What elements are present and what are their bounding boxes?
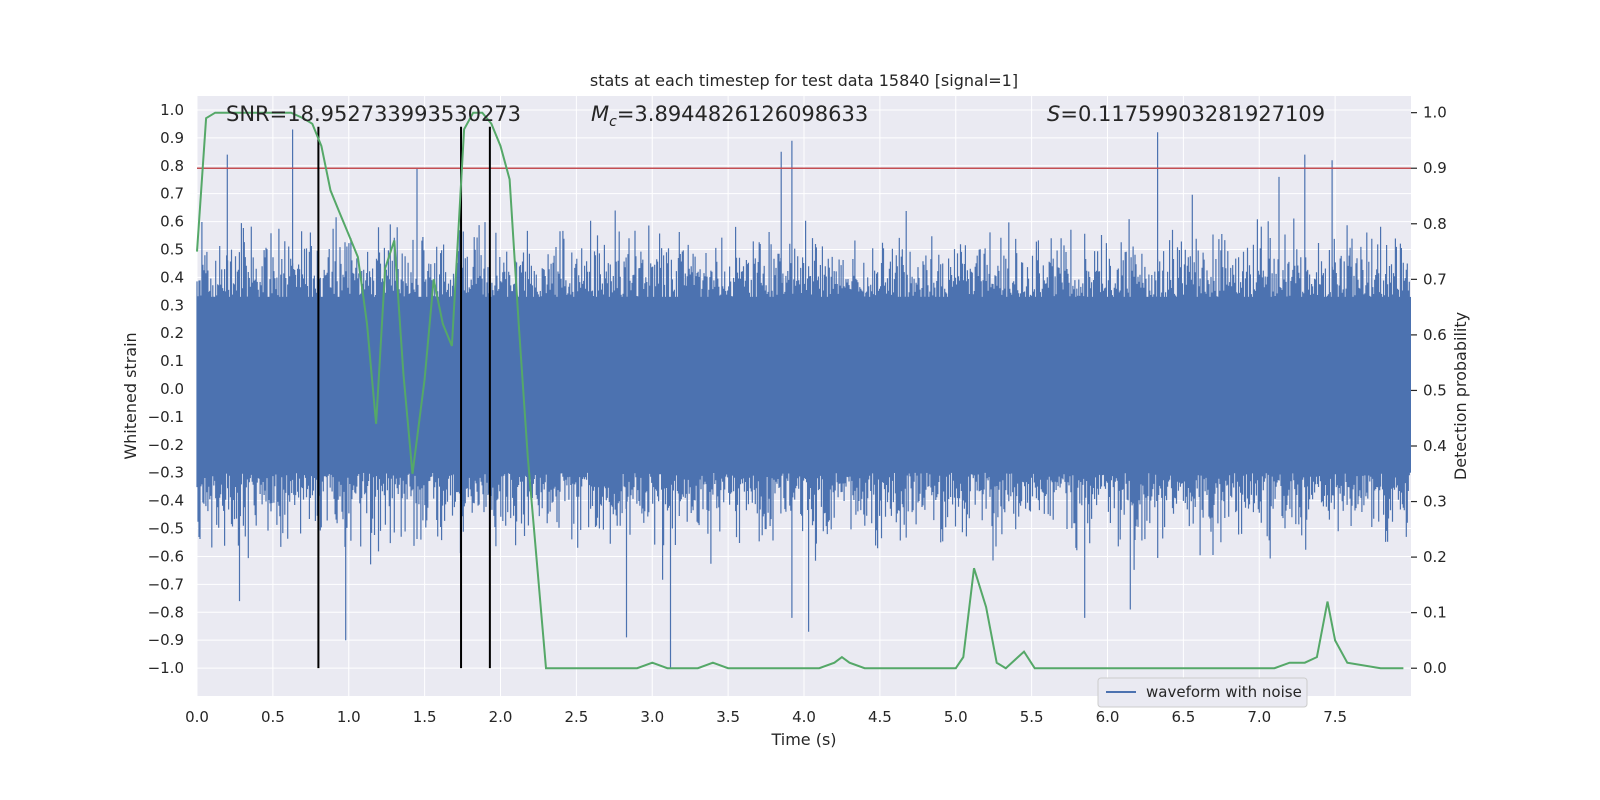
y-right-tick-label: 0.1	[1423, 604, 1447, 622]
x-tick-label: 7.0	[1247, 708, 1271, 726]
y-left-tick-labels: 1.0 0.9 0.8 0.7 0.6 0.5 0.4 0.3 0.2 0.1 0.0 −0.1 −0.…	[148, 101, 184, 677]
y-left-tick-label: 0.7	[160, 185, 184, 203]
chirp-mass-stat: Mc=3.8944826126098633	[591, 102, 868, 130]
x-tick-label: 0.0	[185, 708, 209, 726]
x-tick-label: 5.0	[944, 708, 968, 726]
y-left-tick-label: 0.9	[160, 129, 184, 147]
y-left-tick-label: −1.0	[148, 659, 184, 677]
y-left-tick-label: −0.4	[148, 492, 184, 510]
y-right-tick-label: 0.4	[1423, 437, 1447, 455]
snr-stat: SNR=18.952733993530273	[226, 102, 521, 126]
y-left-tick-label: −0.9	[148, 631, 184, 649]
x-tick-label: 3.5	[716, 708, 740, 726]
legend-label: waveform with noise	[1146, 683, 1302, 701]
y-left-tick-label: 0.2	[160, 324, 184, 342]
y-left-tick-label: 0.4	[160, 268, 184, 286]
s-value: =0.11759903281927109	[1060, 102, 1325, 126]
x-tick-label: 4.5	[868, 708, 892, 726]
x-tick-label: 4.0	[792, 708, 816, 726]
x-tick-labels: 0.0 0.5 1.0 1.5 2.0 2.5 3.0 3.5 4.0 4.5 5.0 5.5 6.0 6…	[185, 708, 1347, 726]
x-tick-label: 7.5	[1323, 708, 1347, 726]
y-right-tick-label: 0.5	[1423, 381, 1447, 399]
s-symbol: S	[1047, 102, 1060, 126]
y-left-tick-label: 1.0	[160, 101, 184, 119]
y-left-tick-label: 0.1	[160, 352, 184, 370]
probability-series	[196, 111, 1404, 670]
y-right-axis-label: Detection probability	[1451, 312, 1470, 480]
y-left-tick-label: 0.8	[160, 157, 184, 175]
probability-line	[196, 111, 1404, 670]
s-stat: S=0.11759903281927109	[1047, 102, 1325, 126]
y-left-tick-label: −0.1	[148, 408, 184, 426]
y-left-tick-label: −0.2	[148, 436, 184, 454]
chart-title: stats at each timestep for test data 158…	[590, 71, 1018, 90]
y-right-tick-label: 0.2	[1423, 548, 1447, 566]
y-right-tick-labels: 1.0 0.9 0.8 0.7 0.6 0.5 0.4 0.3 0.2 0.1 0.0	[1411, 104, 1447, 677]
y-left-tick-label: 0.5	[160, 240, 184, 258]
y-left-tick-label: −0.8	[148, 603, 184, 621]
legend: waveform with noise	[1097, 677, 1308, 708]
x-tick-label: 1.5	[413, 708, 437, 726]
y-left-axis-label: Whitened strain	[121, 332, 140, 459]
y-left-tick-label: 0.3	[160, 296, 184, 314]
event-markers	[317, 126, 491, 669]
x-tick-label: 6.0	[1096, 708, 1120, 726]
y-left-tick-label: 0.6	[160, 213, 184, 231]
x-tick-label: 5.5	[1020, 708, 1044, 726]
waveform-line	[196, 129, 1410, 669]
x-tick-label: 6.5	[1171, 708, 1195, 726]
y-right-tick-label: 0.7	[1423, 270, 1447, 288]
y-left-tick-label: −0.5	[148, 520, 184, 538]
y-right-tick-label: 1.0	[1423, 104, 1447, 122]
x-tick-label: 3.0	[640, 708, 664, 726]
chirp-mass-value: =3.8944826126098633	[617, 102, 868, 126]
x-axis-label: Time (s)	[770, 730, 836, 749]
x-tick-label: 0.5	[261, 708, 285, 726]
x-tick-label: 1.0	[337, 708, 361, 726]
y-right-tick-label: 0.6	[1423, 326, 1447, 344]
x-tick-label: 2.5	[564, 708, 588, 726]
y-right-tick-label: 0.9	[1423, 159, 1447, 177]
x-tick-label: 2.0	[489, 708, 513, 726]
y-left-tick-label: −0.7	[148, 575, 184, 593]
y-right-tick-label: 0.3	[1423, 493, 1447, 511]
y-left-tick-label: 0.0	[160, 380, 184, 398]
chirp-mass-subscript: c	[609, 114, 617, 130]
chirp-mass-symbol: M	[591, 102, 609, 126]
y-left-tick-label: −0.6	[148, 547, 184, 565]
legend-box	[1097, 677, 1308, 708]
y-left-tick-label: −0.3	[148, 464, 184, 482]
y-right-tick-label: 0.0	[1423, 659, 1447, 677]
y-right-tick-label: 0.8	[1423, 215, 1447, 233]
